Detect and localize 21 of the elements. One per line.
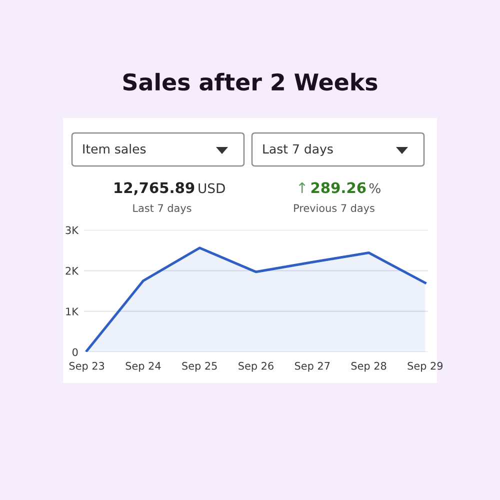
x-tick-label: Sep 24 [126,362,161,372]
x-tick-label: Sep 23 [69,362,104,372]
x-tick-label: Sep 26 [238,362,274,372]
text: 12,765.89 [114,182,194,196]
y-tick-label: 1K [66,308,79,316]
y-tick-label: 3K [66,226,79,234]
x-tick-label: Sep 25 [182,362,217,372]
text: Last 7 days [263,144,333,156]
chart-title: Sales after 2 Weeks [123,72,378,91]
y-tick-label: 2K [66,266,79,275]
text: 289.26 [311,182,366,194]
text: Last 7 days [133,204,192,214]
x-tick-label: Sep 28 [351,362,386,372]
text: Previous 7 days [294,204,374,214]
x-tick-label: Sep 27 [294,362,330,372]
text: % [369,183,380,194]
text: ↑ [298,182,306,193]
x-tick-label: Sep 29 [408,362,443,372]
text: USD [198,183,225,194]
y-tick-label: 0 [72,348,78,356]
text: Item sales [83,144,146,154]
